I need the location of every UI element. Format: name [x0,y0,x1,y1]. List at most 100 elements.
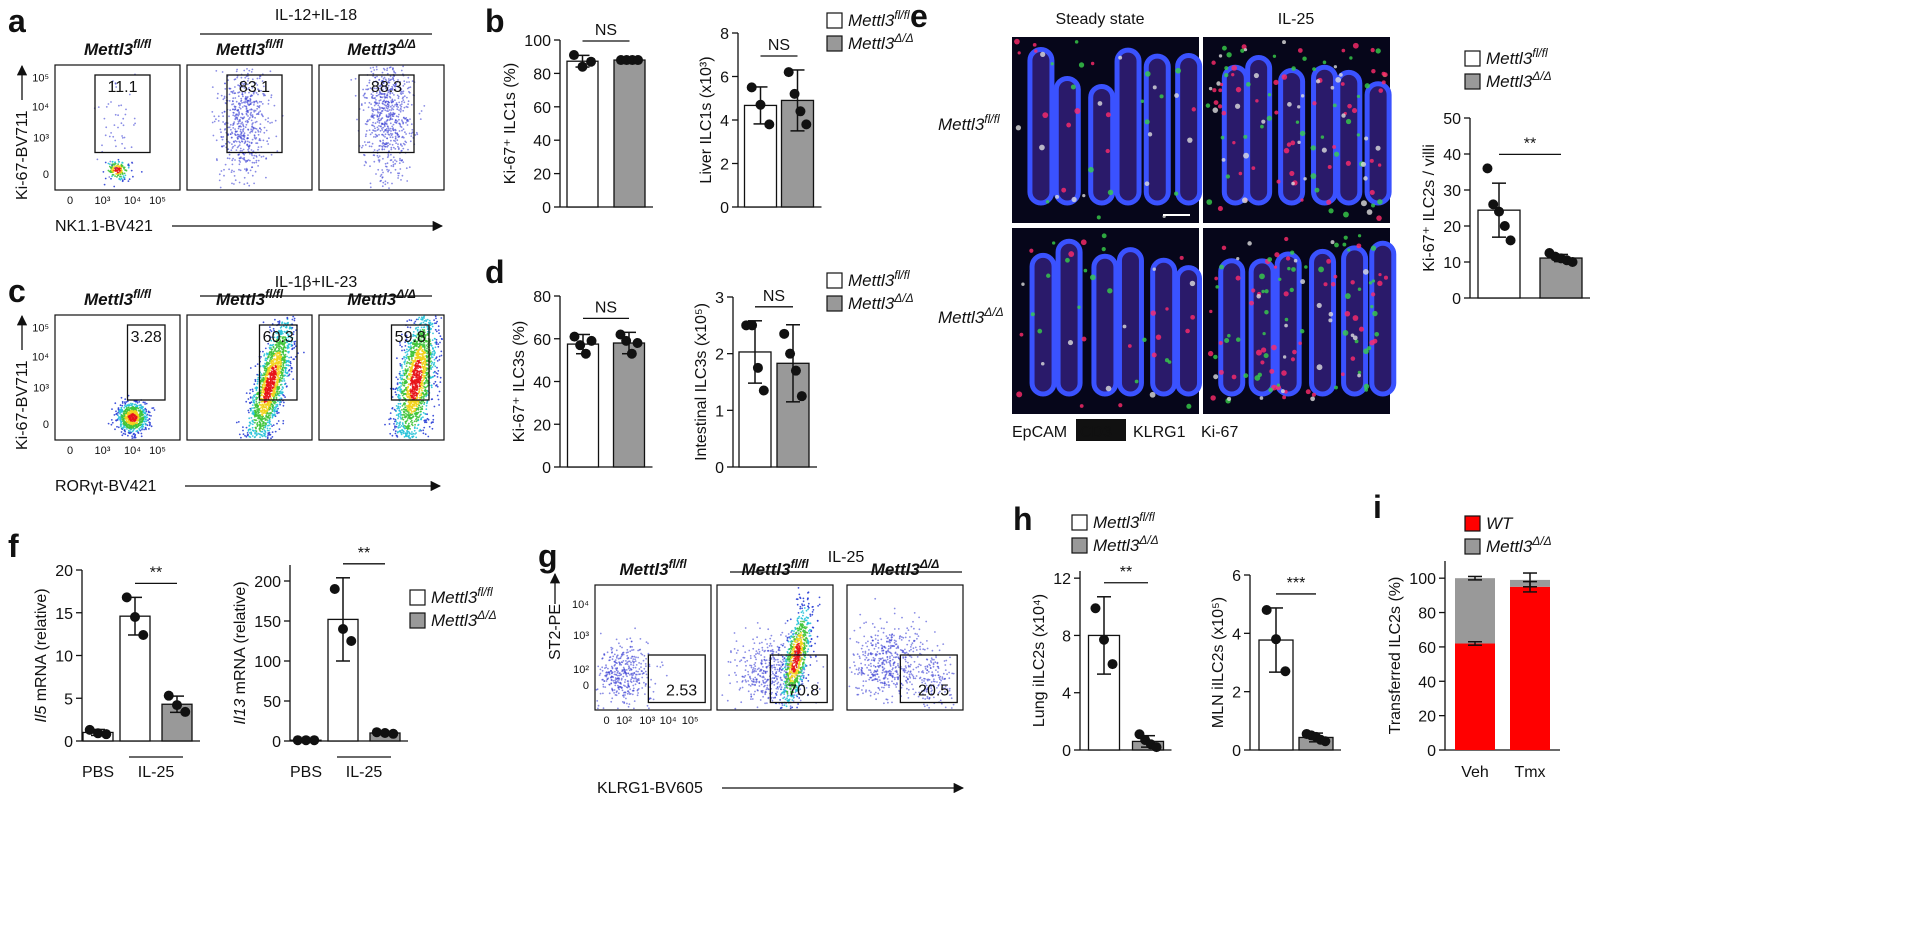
event-dot [274,391,276,393]
event-dot [405,413,407,415]
event-dot [390,130,392,132]
event-dot [221,145,223,147]
event-dot [239,161,241,163]
event-dot [400,416,402,418]
event-dot [402,382,404,384]
event-dot [271,403,273,405]
event-dot [245,121,247,123]
event-dot [237,147,239,149]
event-dot [249,425,251,427]
event-dot [230,129,232,131]
event-dot [251,155,253,157]
event-dot [350,79,352,81]
event-dot [398,403,400,405]
event-dot [380,130,382,132]
event-dot [374,109,376,111]
event-dot [259,127,261,129]
gene-name: Mettl3 [216,40,266,59]
event-dot [148,411,150,413]
event-dot [414,433,416,435]
flow-y-tick-label: 0 [43,169,49,181]
event-dot [393,156,395,158]
event-dot [439,391,441,393]
event-dot [262,351,264,353]
event-dot [423,369,425,371]
event-dot [414,321,416,323]
event-dot [415,363,417,365]
gene-name: Mettl3 [216,290,266,309]
event-dot [223,145,225,147]
event-dot [228,115,230,117]
event-dot [271,122,273,124]
event-dot [130,423,132,425]
event-dot [400,365,402,367]
event-dot [408,358,410,360]
event-dot [124,424,126,426]
event-dot [279,428,281,430]
event-dot [138,417,140,419]
event-dot [248,146,250,148]
event-dot [288,375,290,377]
event-dot [393,164,395,166]
event-dot [260,422,262,424]
event-dot [415,380,417,382]
event-dot [430,357,432,359]
event-dot [266,130,268,132]
event-dot [413,322,415,324]
event-dot [283,353,285,355]
event-dot [124,433,126,435]
event-dot [139,409,141,411]
event-dot [387,101,389,103]
event-dot [416,404,418,406]
event-dot [145,427,147,429]
event-dot [273,414,275,416]
genotype-superscript: fl/fl [265,37,284,51]
event-dot [291,371,293,373]
event-dot [104,184,106,186]
event-dot [433,350,435,352]
event-dot [415,383,417,385]
event-dot [386,115,388,117]
event-dot [428,419,430,421]
event-dot [403,80,405,82]
event-dot [440,335,442,337]
event-dot [408,350,410,352]
event-dot [425,320,427,322]
event-dot [275,406,277,408]
event-dot [412,425,414,427]
event-dot [253,402,255,404]
event-dot [121,414,123,416]
event-dot [122,173,124,175]
event-dot [262,414,264,416]
event-dot [268,363,270,365]
event-dot [237,123,239,125]
event-dot [364,102,366,104]
event-dot [287,346,289,348]
event-dot [251,125,253,127]
event-dot [248,412,250,414]
event-dot [243,433,245,435]
event-dot [261,404,263,406]
event-dot [276,394,278,396]
event-dot [124,401,126,403]
event-dot [259,404,261,406]
event-dot [110,132,112,134]
event-dot [421,389,423,391]
event-dot [382,172,384,174]
event-dot [404,131,406,133]
event-dot [124,147,126,149]
flow-y-tick-label: 10⁴ [32,101,49,113]
event-dot [375,99,377,101]
event-dot [240,129,242,131]
event-dot [222,71,224,73]
event-dot [218,115,220,117]
event-dot [252,435,254,437]
event-dot [284,380,286,382]
event-dot [284,375,286,377]
event-dot [375,130,377,132]
event-dot [232,109,234,111]
event-dot [221,170,223,172]
event-dot [256,387,258,389]
event-dot [134,434,136,436]
event-dot [401,130,403,132]
